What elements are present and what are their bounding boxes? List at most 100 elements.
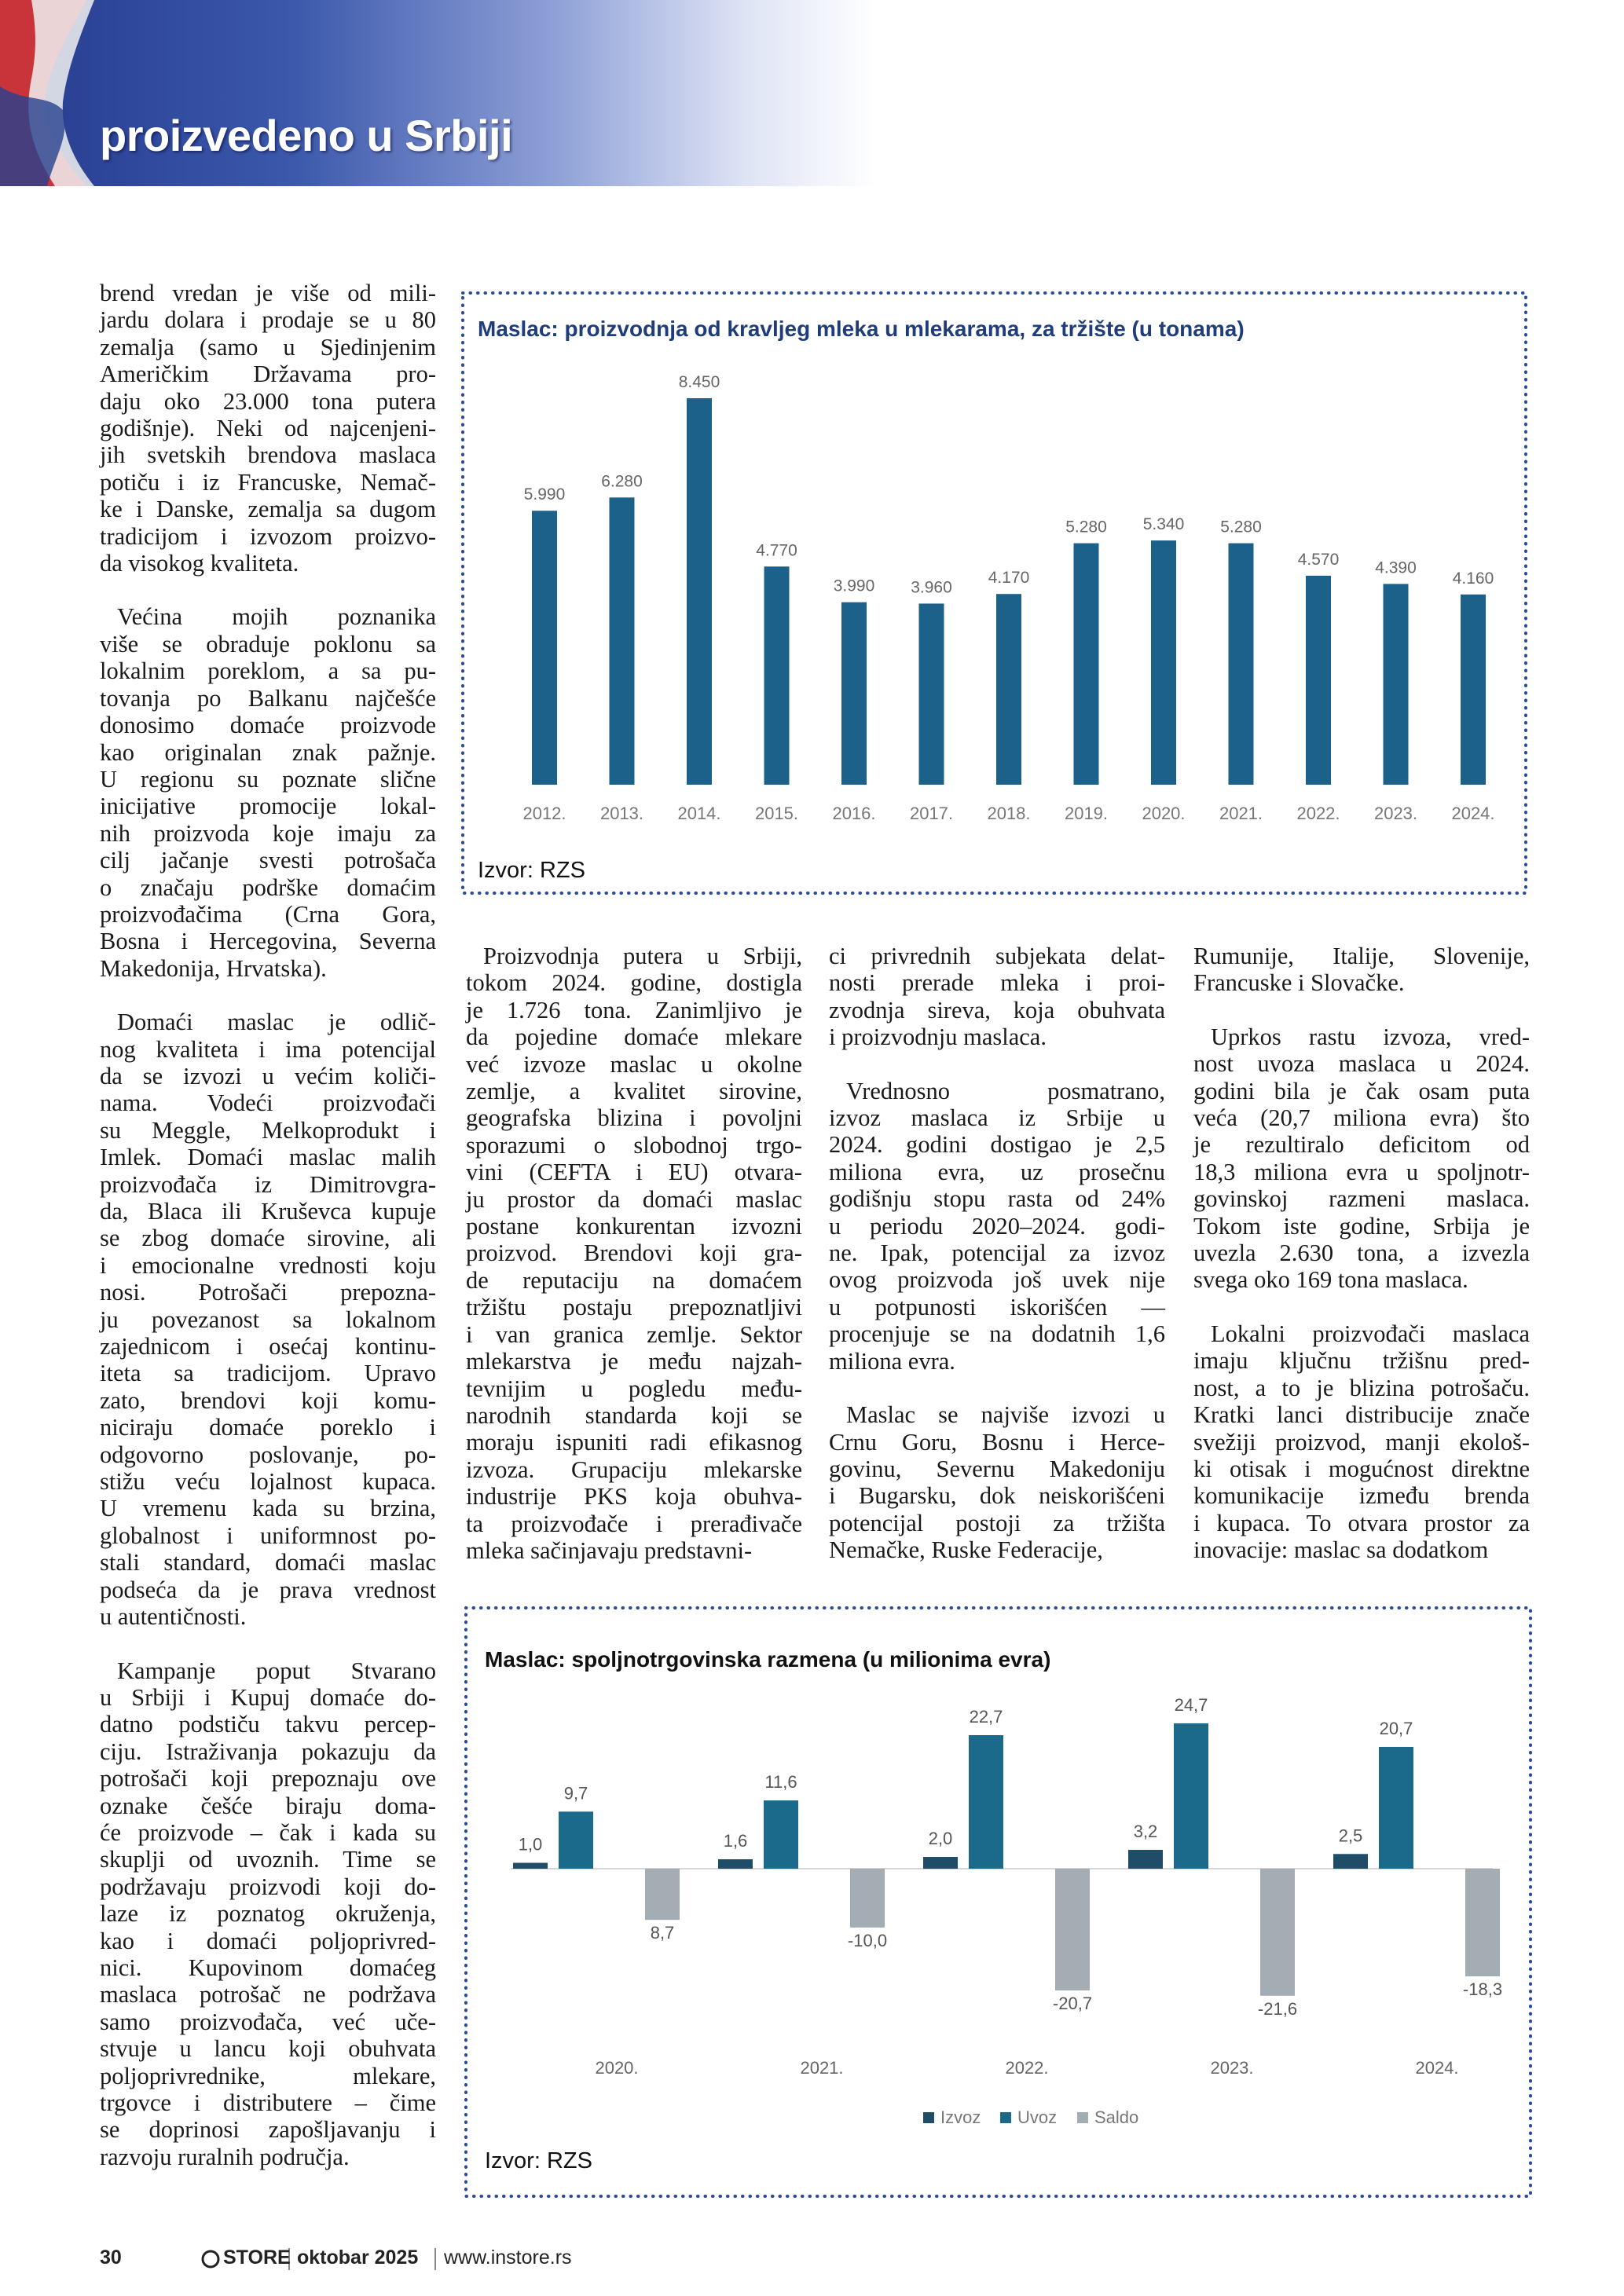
value-label: 5.280 — [1065, 518, 1107, 536]
section-title: proizvedeno u Srbiji — [100, 111, 513, 160]
bar — [850, 1869, 885, 1928]
value-label: -18,3 — [1463, 1979, 1502, 1999]
text-line: Maslac se najviše izvozi u — [846, 1401, 1165, 1429]
text-line: de reputaciju na domaćem — [466, 1266, 802, 1294]
x-tick-label: 2021. — [1219, 804, 1263, 823]
text-line: poljoprivrednike, mlekare, — [100, 2062, 436, 2089]
text-line: da, Blaca ili Kruševca kupuje — [100, 1198, 436, 1225]
text-line: oznake češće biraju doma- — [100, 1792, 436, 1819]
value-label: 5.990 — [524, 485, 566, 504]
text-line: podržavaju proizvodi koji do- — [100, 1873, 436, 1900]
text-line: se zbog domaće sirovine, ali — [100, 1225, 436, 1252]
value-label: -20,7 — [1053, 1994, 1092, 2013]
text-line: stižu veću lojalnost kupaca. — [100, 1468, 436, 1496]
text-line: sporazumi o slobodnoj trgo- — [466, 1131, 802, 1159]
value-label: 6.280 — [601, 472, 643, 490]
value-label: 24,7 — [1175, 1695, 1208, 1715]
text-line: Crnu Goru, Bosnu i Herce- — [829, 1428, 1165, 1456]
x-tick-label: 2022. — [1005, 2058, 1048, 2078]
text-line: godišnju stopu rasta od 24% — [829, 1185, 1165, 1213]
text-line: da visokog kvaliteta. — [100, 550, 299, 577]
bar — [1055, 1869, 1090, 1991]
paragraph: Domaći maslac je odlič-nog kvaliteta i i… — [100, 1009, 436, 1630]
bar — [1073, 543, 1099, 785]
text-column: Proizvodnja putera u Srbiji, tokom 2024. … — [466, 943, 802, 1591]
text-line: U regionu su poznate slične — [100, 765, 436, 793]
bar — [609, 497, 635, 785]
paragraph: Kampanje poput Stvarano u Srbiji i Kupuj … — [100, 1657, 436, 2171]
text-line: Uprkos rastu izvoza, vred- — [1211, 1023, 1530, 1050]
text-line: Bosna i Hercegovina, Severna — [100, 928, 436, 955]
text-column: Rumunije, Italije, Slovenije, Francuske i… — [1193, 943, 1530, 1591]
text-line: nih proizvoda koje imaju za — [100, 819, 436, 847]
text-line: razvoju ruralnih područja. — [100, 2143, 350, 2170]
paragraph: Rumunije, Italije, Slovenije, Francuske i… — [1193, 943, 1530, 997]
text-line: se doprinosi zapošljavanju i — [100, 2116, 436, 2144]
bar — [559, 1811, 593, 1869]
text-line: Američkim Državama pro- — [100, 361, 436, 388]
text-line: tokom 2024. godine, dostigla — [466, 969, 802, 997]
value-label: 4.770 — [756, 541, 797, 559]
text-line: imaju ključnu tržišnu pred- — [1193, 1347, 1530, 1375]
x-tick-label: 2012. — [522, 804, 566, 823]
text-line: ju povezanost sa lokalnom — [100, 1305, 436, 1333]
text-line: jih svetskih brendova maslaca — [100, 441, 436, 469]
x-tick-label: 2020. — [1142, 804, 1185, 823]
value-label: 1,0 — [519, 1835, 543, 1855]
x-tick-label: 2023. — [1374, 804, 1417, 823]
text-line: globalnost i uniformnost po- — [100, 1522, 436, 1549]
text-line: maslaca potrošač ne podržava — [100, 1981, 436, 2009]
text-line: će proizvode – čak i kada su — [100, 1818, 436, 1846]
bar — [996, 594, 1021, 785]
text-line: govinskoj razmeni maslaca. — [1193, 1185, 1530, 1213]
text-line: skuplji od uvoznih. Time se — [100, 1846, 436, 1873]
text-line: Lokalni proizvođači maslaca — [1211, 1320, 1530, 1347]
text-line: narodnih standarda koji se — [466, 1401, 802, 1429]
value-label: 4.570 — [1298, 551, 1340, 569]
text-line: Francuske i Slovačke. — [1193, 969, 1405, 997]
text-line: tevnijim u pogledu među- — [466, 1375, 802, 1402]
text-line: nici. Kupovinom domaćeg — [100, 1954, 436, 1981]
chart-source: Izvor: RZS — [478, 858, 585, 883]
text-line: podseća da je prava vrednost — [100, 1576, 436, 1603]
paragraph: Maslac se najviše izvozi u Crnu Goru, Bos… — [829, 1401, 1165, 1563]
chart-title: Maslac: spoljnotrgovinska razmena (u mil… — [485, 1647, 1050, 1672]
value-label: 9,7 — [564, 1783, 588, 1803]
text-line: više se obraduje poklonu sa — [100, 630, 436, 657]
text-line: i proizvodnju maslaca. — [829, 1023, 1047, 1051]
value-label: 2,0 — [929, 1829, 953, 1848]
value-label: 4.170 — [988, 569, 1030, 587]
issue: oktobar 2025 — [297, 2247, 419, 2269]
text-line: komunikacije između brenda — [1193, 1482, 1530, 1510]
text-line: Kratki lanci distribucije znače — [1193, 1401, 1530, 1429]
text-column: brend vredan je više od mili-jardu dolar… — [100, 280, 436, 2197]
bar — [687, 398, 712, 785]
bar — [841, 602, 867, 785]
text-line: i van granica zemlje. Sektor — [466, 1320, 802, 1348]
paragraph: Proizvodnja putera u Srbiji, tokom 2024. … — [466, 943, 802, 1564]
text-line: Proizvodnja putera u Srbiji, — [483, 943, 802, 969]
bar — [645, 1869, 680, 1921]
text-line: miliona evra, uz prosečnu — [829, 1158, 1165, 1185]
legend-swatch — [1000, 2112, 1011, 2123]
text-line: nosti prerade mleka i proi- — [829, 969, 1165, 997]
text-line: i Bugarsku, dok neiskorišćeni — [829, 1482, 1165, 1510]
text-line: mlekarstva je među najzah- — [466, 1348, 802, 1375]
bar — [764, 566, 790, 785]
text-line: ke i Danske, zemalja sa dugom — [100, 496, 436, 523]
x-tick-label: 2024. — [1415, 2058, 1458, 2078]
text-line: stali standard, domaći maslac — [100, 1549, 436, 1576]
value-label: 4.160 — [1453, 569, 1494, 588]
x-tick-label: 2016. — [832, 804, 875, 823]
bar — [1260, 1869, 1295, 1996]
paragraph: Lokalni proizvođači maslaca imaju ključnu… — [1193, 1320, 1530, 1564]
text-line: lokalnim poreklom, a sa pu- — [100, 657, 436, 685]
text-line: jardu dolara i prodaje se u 80 — [100, 306, 436, 334]
text-line: je rezultiralo deficitom od — [1193, 1131, 1530, 1159]
text-line: zvodnja sireva, koja obuhvata — [829, 996, 1165, 1023]
paragraph: Vrednosno posmatrano, izvoz maslaca iz Sr… — [829, 1078, 1165, 1375]
legend-label: Izvoz — [940, 2107, 981, 2127]
text-line: već izvoze maslac u okolne — [466, 1050, 802, 1078]
